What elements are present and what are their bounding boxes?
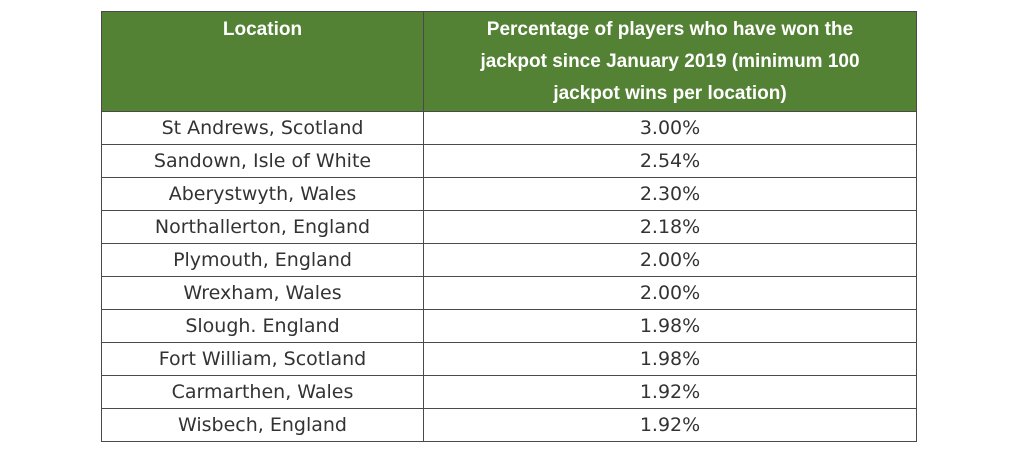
table-row: Wrexham, Wales 2.00% [101,276,917,310]
table-row: St Andrews, Scotland 3.00% [101,111,917,145]
location-cell: Plymouth, England [101,243,424,277]
percentage-column-header: Percentage of players who have won the j… [423,11,917,112]
percentage-cell: 3.00% [423,111,917,145]
location-cell: Northallerton, England [101,210,424,244]
percentage-cell: 2.30% [423,177,917,211]
table-row: Plymouth, England 2.00% [101,243,917,277]
table-row: Wisbech, England 1.92% [101,408,917,442]
location-cell: Slough. England [101,309,424,343]
table-row: Fort William, Scotland 1.98% [101,342,917,376]
location-column-header: Location [101,11,424,112]
location-cell: St Andrews, Scotland [101,111,424,145]
percentage-cell: 2.00% [423,243,917,277]
percentage-cell: 1.92% [423,375,917,409]
percentage-cell: 1.92% [423,408,917,442]
location-cell: Carmarthen, Wales [101,375,424,409]
percentage-cell: 2.18% [423,210,917,244]
jackpot-table: Location Percentage of players who have … [101,11,917,442]
location-cell: Wisbech, England [101,408,424,442]
table-row: Aberystwyth, Wales 2.30% [101,177,917,211]
table-row: Slough. England 1.98% [101,309,917,343]
table-row: Carmarthen, Wales 1.92% [101,375,917,409]
location-cell: Aberystwyth, Wales [101,177,424,211]
location-cell: Wrexham, Wales [101,276,424,310]
percentage-cell: 2.54% [423,144,917,178]
location-cell: Fort William, Scotland [101,342,424,376]
percentage-cell: 1.98% [423,309,917,343]
table-row: Sandown, Isle of White 2.54% [101,144,917,178]
table-header-row: Location Percentage of players who have … [101,11,917,112]
jackpot-table-container: Location Percentage of players who have … [101,11,917,442]
location-cell: Sandown, Isle of White [101,144,424,178]
percentage-cell: 2.00% [423,276,917,310]
percentage-cell: 1.98% [423,342,917,376]
table-row: Northallerton, England 2.18% [101,210,917,244]
